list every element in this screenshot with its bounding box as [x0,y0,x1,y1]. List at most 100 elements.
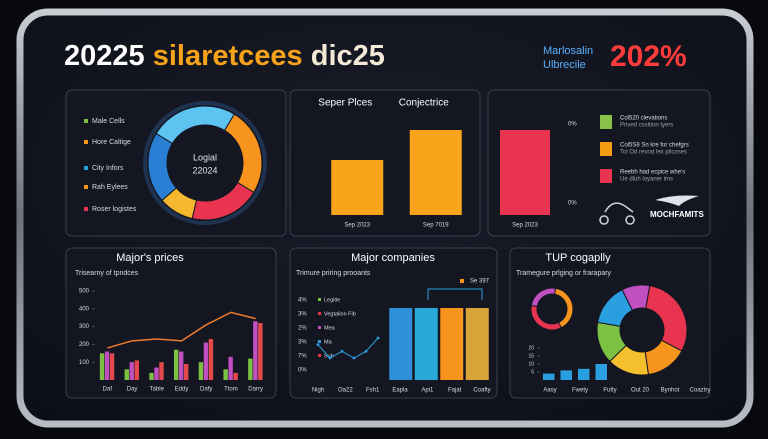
x-tick-label: Sep 2023 [344,223,370,229]
panel-subtitle: Trisearny of tpndces [75,270,139,277]
legend-swatch [84,185,88,189]
legend-label: Vegtalion Fib [324,311,356,317]
sparkline-dot [316,343,320,347]
bar [595,364,607,380]
panel [65,247,277,399]
subtitle: Ulbrecile [543,59,586,71]
legend-detail: Ue dluh loyaner ims [620,177,673,183]
bar [578,368,590,380]
bracket [427,288,483,300]
legend-swatch [600,142,612,156]
x-label: Coaztry [690,388,711,394]
donut-segment [645,285,688,352]
panel-title: Conjectrice [399,98,449,109]
legend-detail: Prived cssition tyers [620,123,673,129]
legend-label: Reebh had ecpice whe's [620,170,685,176]
legend-swatch [318,298,321,301]
x-tick-label: Day [127,387,138,393]
x-label: Eapla [392,388,408,394]
y-label: 2% [298,326,307,332]
legend-swatch [84,166,88,170]
y-tick-label: 200 [79,342,90,348]
y-tick-label: 15 [528,353,534,359]
sparkline-dot [328,356,332,360]
legend-label: Roser logistes [92,206,137,213]
y-tick-label: 100 [79,360,90,366]
legend-detail: Tol Od revrat lex pilcoses [620,150,687,156]
x-tick-label: Dafy [200,387,212,393]
bar [134,360,139,380]
sparkline-dot [340,349,344,353]
annotation: Se 397 [470,279,490,285]
bar [543,373,555,380]
bar [109,353,115,380]
bar [184,363,189,380]
x-tick-label: Table [150,387,165,393]
legend-swatch [600,115,612,129]
brand: MOCHFAMITS [650,210,704,219]
headline-stat: 202% [610,40,687,73]
x-label: Aasy [543,388,556,394]
bar [440,308,464,380]
legend-swatch [318,354,321,357]
bar [389,308,413,380]
bar [248,358,253,380]
legend-swatch [318,312,321,315]
line [107,311,256,349]
panel-title: Major's prices [116,252,184,264]
subtitle: Marlosalin [543,45,593,57]
y-tick-label: 400 [79,306,90,312]
bar [233,372,238,380]
axis-annotation: 0% [568,122,577,128]
x-tick-label: Darry [248,387,263,393]
panel-title: Seper Plces [318,98,372,109]
sparkline-dot [364,349,368,353]
legend-label: City Infors [92,165,124,172]
x-label: Api1 [421,388,434,394]
panel-subtitle: Tramegure prlging or frarapary [516,270,612,277]
y-tick-label: 5 [531,369,534,375]
bar [331,160,384,215]
y-label: 3% [298,340,307,346]
bird-icon [655,195,699,206]
y-label: 3% [298,312,307,318]
x-tick-label: Eddy [175,387,189,393]
donut-center-label: Logial [193,152,217,162]
legend-swatch [318,340,321,343]
bar [174,349,179,380]
x-label: Fajat [448,388,462,394]
y-tick-label: 300 [79,324,90,330]
panel-subtitle: Trimure priring prooants [296,270,371,277]
bar [228,356,233,380]
sparkline [317,337,379,359]
donut-segment [621,284,651,311]
bar [129,362,134,380]
bar [465,308,489,380]
sparkline-dot [376,336,380,340]
legend-label: Male Cells [92,118,125,125]
donut-segment [530,287,557,308]
y-tick-label: 500 [79,289,90,295]
panel-title: Major companies [351,252,435,264]
y-label: 0% [298,368,307,374]
bar [409,130,462,215]
title: 20225 silaretcees dic25 [64,40,385,72]
bar [253,321,258,380]
x-label: Coafty [473,388,490,394]
y-tick-label: 10 [528,361,534,367]
bar [159,362,164,380]
y-label: 4% [298,298,307,304]
bar [154,367,159,380]
x-label: Futty [603,388,616,394]
legend-label: Hore Caltige [92,139,131,146]
x-label: Out 20 [631,388,650,394]
legend-swatch [600,169,612,183]
bar [179,351,184,380]
y-label: 7% [298,354,307,360]
bar [414,308,438,380]
bar [149,372,154,380]
bar [203,342,209,380]
annotation-swatch [460,279,464,283]
